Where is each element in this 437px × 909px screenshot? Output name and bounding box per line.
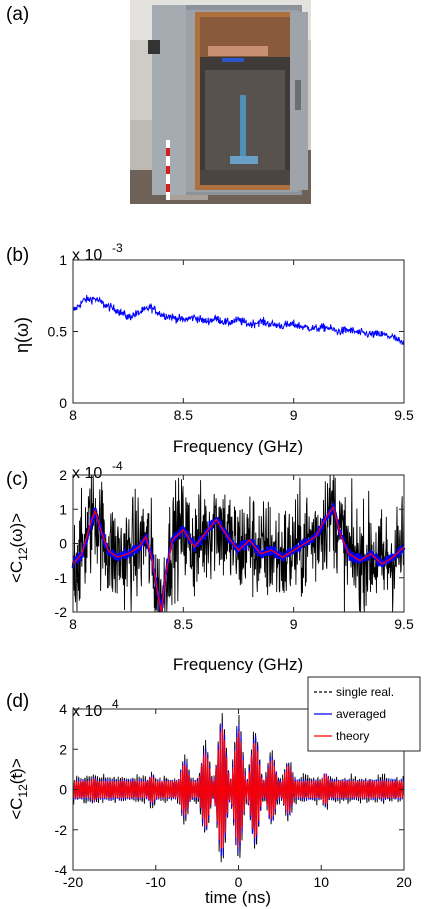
chart-b-ytick-label: 1 — [59, 252, 67, 268]
chart-d-legend-label: single real. — [336, 685, 394, 699]
chart-d-xtick-label: 10 — [313, 874, 329, 890]
panel-label-d: (d) — [6, 691, 30, 712]
chart-c-xtick-label: 8 — [69, 616, 77, 632]
chart-d-ytick-label: 4 — [59, 701, 67, 717]
chart-b-multiplier: x 10 -3 — [72, 241, 123, 264]
chart-c-multiplier-base: x 10 — [72, 465, 102, 482]
chart-d-ytick-label: 2 — [59, 741, 67, 757]
chart-b-plot-area: 8 8.5 9 9.5 0 0.5 1 — [48, 252, 414, 423]
chart-d-ytick-label: -2 — [55, 822, 68, 838]
chart-c-xlabel: Frequency (GHz) — [173, 655, 303, 673]
chart-c-xtick-label: 9.5 — [394, 616, 414, 632]
chart-b-series-eta — [72, 294, 405, 346]
chart-c-series-single — [72, 474, 405, 613]
chart-b-xtick-label: 9.5 — [394, 407, 414, 423]
chart-d-tilde: ~ — [7, 772, 23, 780]
chart-c-ylabel-sub: 12 — [16, 547, 30, 561]
chart-d-xlabel: time (ns) — [205, 888, 271, 907]
chart-d: x 10 4 <C12(t)> ~ time (ns) -20 -10 0 10 20-… — [7, 676, 421, 907]
chart-d-multiplier-exp: 4 — [112, 697, 119, 711]
chart-b-ylabel: η(ω) — [12, 317, 32, 353]
chart-c-multiplier: x 10 -4 — [72, 459, 123, 482]
chart-b-xlabel: Frequency (GHz) — [173, 437, 303, 455]
chart-b-xtick-label: 9 — [290, 407, 298, 423]
chart-c-ytick-label: 1 — [59, 501, 67, 517]
chart-d-legend-label: theory — [336, 729, 369, 743]
chart-c-ytick-label: -1 — [55, 570, 68, 586]
panel-label-a: (a) — [6, 4, 30, 25]
chart-d-series-theory — [72, 727, 405, 849]
chart-c-series-averaged — [71, 500, 406, 613]
panel-label-b: (b) — [6, 245, 30, 266]
chart-c-plot-area: 8 8.5 9 9.5 -2 -1 0 1 2 — [55, 467, 414, 632]
chart-d-legend-label: averaged — [336, 707, 386, 721]
chart-c-multiplier-exp: -4 — [112, 459, 123, 473]
chart-d-xtick-label: -20 — [63, 874, 83, 890]
chart-b-multiplier-base: x 10 — [72, 247, 102, 264]
chart-b-multiplier-exp: -3 — [112, 241, 123, 255]
chart-d-legend: single real. averaged theory — [307, 676, 421, 752]
chart-d-multiplier-base: x 10 — [72, 703, 102, 720]
chart-b-xtick-label: 8.5 — [174, 407, 194, 423]
chart-c-series-theory — [72, 506, 405, 613]
chart-d-ylabel-main: <C — [7, 798, 26, 820]
chart-d-ytick-label: 0 — [59, 782, 67, 798]
chart-d-xtick-label: 20 — [396, 874, 412, 890]
chart-b-ytick-label: 0 — [59, 395, 67, 411]
chart-c-ylabel-rest: (ω)> — [7, 513, 26, 548]
chart-b-ytick-label: 0.5 — [48, 324, 68, 340]
chart-d-ylabel-sub: 12 — [16, 784, 30, 798]
chart-d-ylabel-rest: (t)> — [7, 758, 26, 784]
chart-d-ytick-label: -4 — [55, 862, 68, 878]
chart-d-ylabel: <C12(t)> — [7, 758, 30, 820]
chart-c-ytick-label: 2 — [59, 467, 67, 483]
chart-c-ylabel: <C12(ω)> — [7, 513, 30, 583]
chart-c: x 10 -4 <C12(ω)> Frequency (GHz) 8 8.5 9 9.… — [7, 459, 414, 673]
chamber-photo — [130, 0, 311, 204]
photo-icon — [130, 0, 311, 204]
chart-c-ytick-label: -2 — [55, 604, 68, 620]
chart-c-xtick-label: 9 — [290, 616, 298, 632]
chart-d-xtick-label: 0 — [235, 874, 243, 890]
chart-b: x 10 -3 η(ω) Frequency (GHz) 8 8.5 9 9.5 0 0.… — [12, 241, 414, 455]
chart-c-ylabel-main: <C — [7, 561, 26, 583]
panel-label-c: (c) — [6, 469, 29, 490]
chart-c-xtick-label: 8.5 — [174, 616, 194, 632]
chart-b-xtick-label: 8 — [69, 407, 77, 423]
chart-d-multiplier: x 10 4 — [72, 697, 119, 720]
chart-c-ytick-label: 0 — [59, 536, 67, 552]
chart-d-xtick-label: -10 — [146, 874, 166, 890]
